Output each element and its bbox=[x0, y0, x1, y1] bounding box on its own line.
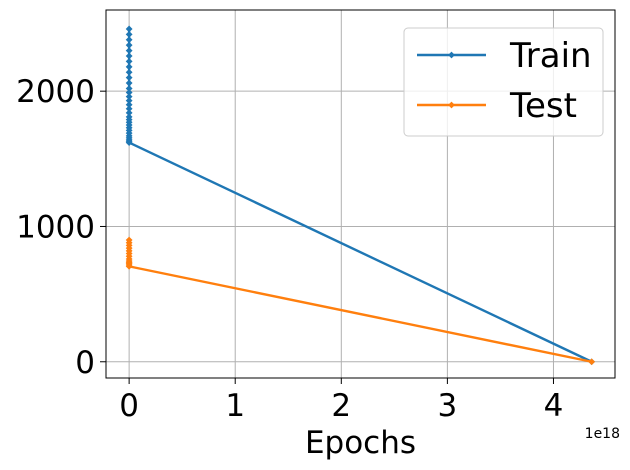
legend: Train Test bbox=[403, 27, 604, 137]
x-axis-label: Epochs bbox=[305, 425, 416, 461]
legend-marker bbox=[448, 101, 455, 109]
legend-label-test: Test bbox=[509, 86, 577, 126]
data-point bbox=[125, 36, 133, 44]
y-tick-label: 0 bbox=[75, 345, 95, 381]
data-point bbox=[125, 79, 133, 87]
x-tick-label: 4 bbox=[544, 388, 564, 424]
data-point bbox=[125, 74, 133, 82]
data-point bbox=[125, 97, 133, 105]
x-tick-label: 3 bbox=[438, 388, 458, 424]
series-line-test bbox=[127, 240, 592, 363]
y-tick-label: 1000 bbox=[16, 209, 95, 245]
data-point bbox=[125, 139, 133, 146]
series-layer bbox=[125, 25, 596, 366]
data-point bbox=[125, 93, 133, 100]
data-point bbox=[125, 47, 133, 54]
x-tick-label: 0 bbox=[119, 388, 139, 424]
data-point bbox=[125, 68, 133, 76]
legend-marker bbox=[448, 51, 455, 59]
x-axis-offset-label: 1e18 bbox=[585, 426, 620, 442]
axes bbox=[100, 9, 616, 384]
data-point bbox=[125, 89, 133, 96]
legend-label-train: Train bbox=[509, 36, 592, 76]
data-point bbox=[125, 41, 133, 49]
data-point bbox=[125, 262, 133, 270]
data-point bbox=[588, 358, 596, 366]
data-point bbox=[125, 63, 133, 71]
data-point bbox=[125, 101, 133, 109]
data-point bbox=[125, 52, 133, 60]
data-point bbox=[125, 85, 133, 92]
x-tick-label: 1 bbox=[225, 388, 245, 424]
data-point bbox=[125, 25, 133, 33]
data-point bbox=[125, 58, 133, 65]
data-point bbox=[125, 105, 133, 113]
tick-labels: 0 1 2 3 4 0 1000 2000 bbox=[16, 74, 563, 424]
y-tick-label: 2000 bbox=[16, 74, 95, 110]
data-point bbox=[125, 109, 133, 117]
x-tick-label: 2 bbox=[331, 388, 351, 424]
data-point bbox=[125, 30, 133, 38]
plot-frame bbox=[105, 9, 616, 379]
